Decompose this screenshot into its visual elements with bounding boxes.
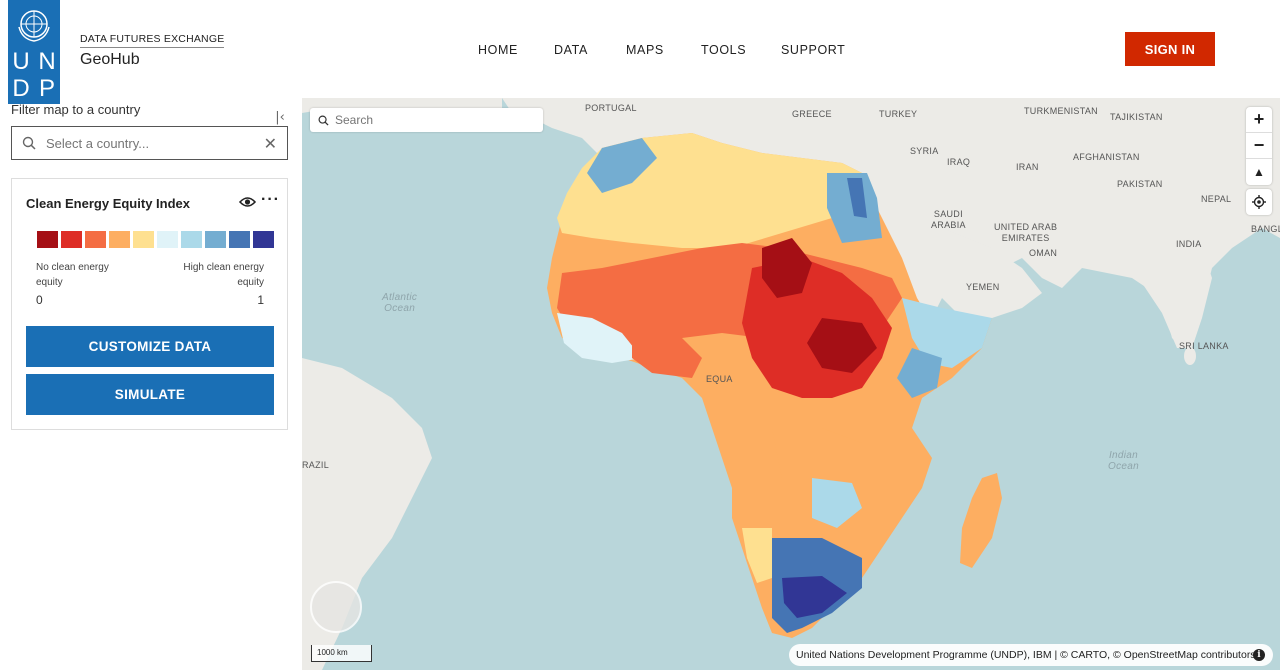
place-label: RAZIL — [302, 460, 330, 470]
legend-swatch — [133, 231, 154, 248]
layer-title: Clean Energy Equity Index — [26, 196, 190, 211]
place-label: TURKEY — [879, 109, 918, 119]
collapse-sidebar-icon[interactable]: |‹ — [275, 110, 285, 125]
legend-swatch — [109, 231, 130, 248]
nav-data[interactable]: DATA — [554, 43, 588, 57]
place-label: UNITED ARAB EMIRATES — [994, 222, 1058, 243]
compass-icon[interactable]: ▲ — [1253, 165, 1265, 179]
sidebar: Filter map to a country |‹ ✕ Clean Energ… — [0, 98, 302, 670]
legend-scale — [37, 231, 274, 248]
visibility-eye-icon[interactable] — [239, 195, 256, 209]
legend-swatch — [157, 231, 178, 248]
legend-min: 0 — [36, 293, 43, 307]
zoom-out-icon[interactable]: − — [1246, 133, 1272, 159]
un-emblem-icon — [18, 10, 50, 42]
undp-logo[interactable]: U N D P — [8, 0, 60, 104]
legend-left-label: No clean energy equity — [36, 262, 109, 288]
sign-in-button[interactable]: SIGN IN — [1125, 32, 1215, 66]
scale-bar: 1000 km — [311, 645, 372, 662]
map-search-box[interactable] — [310, 108, 543, 132]
place-label: IRAQ — [947, 157, 971, 167]
more-options-icon[interactable]: ··· — [261, 191, 280, 208]
logo-letter: N — [38, 48, 56, 75]
place-label: OMAN — [1029, 248, 1058, 258]
map-canvas[interactable]: + − ▲ PORTUGAL GREECE TURKEY TURKMENISTA… — [302, 98, 1280, 670]
place-label: AFGHANISTAN — [1073, 152, 1140, 162]
place-label: YEMEN — [966, 282, 1000, 292]
place-label: EQUA — [706, 374, 733, 384]
country-input[interactable] — [46, 135, 246, 151]
legend-swatch — [85, 231, 106, 248]
brand-title[interactable]: GeoHub — [80, 51, 140, 68]
place-label: PAKISTAN — [1117, 179, 1163, 189]
zoom-controls: + − ▲ — [1246, 107, 1272, 185]
search-icon — [22, 136, 36, 150]
place-label: NEPAL — [1201, 194, 1232, 204]
simulate-button[interactable]: SIMULATE — [26, 374, 274, 415]
logo-letter: D — [12, 75, 30, 102]
site-header: U N D P DATA FUTURES EXCHANGE GeoHub HOM… — [0, 0, 1280, 104]
brand-subtitle: DATA FUTURES EXCHANGE — [80, 33, 225, 48]
ocean-label: Indian Ocean — [1108, 450, 1139, 472]
place-label: TURKMENISTAN — [1024, 106, 1098, 116]
place-label: SAUDI ARABIA — [931, 209, 966, 230]
place-label: TAJIKISTAN — [1110, 112, 1163, 122]
legend-swatch — [37, 231, 58, 248]
legend-swatch — [229, 231, 250, 248]
legend-swatch — [181, 231, 202, 248]
search-icon — [318, 115, 329, 126]
layer-card: Clean Energy Equity Index ··· No clean e… — [11, 178, 288, 430]
ocean-label: Atlantic Ocean — [382, 292, 418, 314]
place-label: INDIA — [1176, 239, 1202, 249]
attribution-text: United Nations Development Programme (UN… — [796, 649, 1256, 661]
legend-swatch — [253, 231, 274, 248]
place-label: IRAN — [1016, 162, 1039, 172]
geolocate-icon[interactable] — [1246, 189, 1272, 215]
nav-home[interactable]: HOME — [478, 43, 518, 57]
legend-swatch — [61, 231, 82, 248]
map-attribution: United Nations Development Programme (UN… — [789, 644, 1273, 666]
nav-tools[interactable]: TOOLS — [701, 43, 747, 57]
zoom-in-icon[interactable]: + — [1246, 107, 1272, 133]
customize-data-button[interactable]: CUSTOMIZE DATA — [26, 326, 274, 367]
legend-right-label: High clean energy equity — [183, 262, 264, 288]
info-icon[interactable]: i — [1253, 649, 1265, 661]
place-label: GREECE — [792, 109, 832, 119]
map-search-input[interactable] — [335, 113, 535, 127]
clear-icon[interactable]: ✕ — [263, 136, 277, 153]
legend-swatch — [205, 231, 226, 248]
globe-minimap[interactable] — [310, 581, 362, 633]
place-label: SYRIA — [910, 146, 939, 156]
nav-support[interactable]: SUPPORT — [781, 43, 846, 57]
filter-label: Filter map to a country — [11, 102, 141, 117]
legend-max: 1 — [257, 293, 264, 307]
logo-letter: U — [12, 48, 30, 75]
logo-letter: P — [38, 75, 55, 102]
country-select[interactable]: ✕ — [11, 126, 288, 160]
place-label: SRI LANKA — [1179, 341, 1229, 351]
place-label: PORTUGAL — [585, 103, 637, 113]
place-label: BANGLAD — [1251, 224, 1280, 234]
nav-maps[interactable]: MAPS — [626, 43, 664, 57]
